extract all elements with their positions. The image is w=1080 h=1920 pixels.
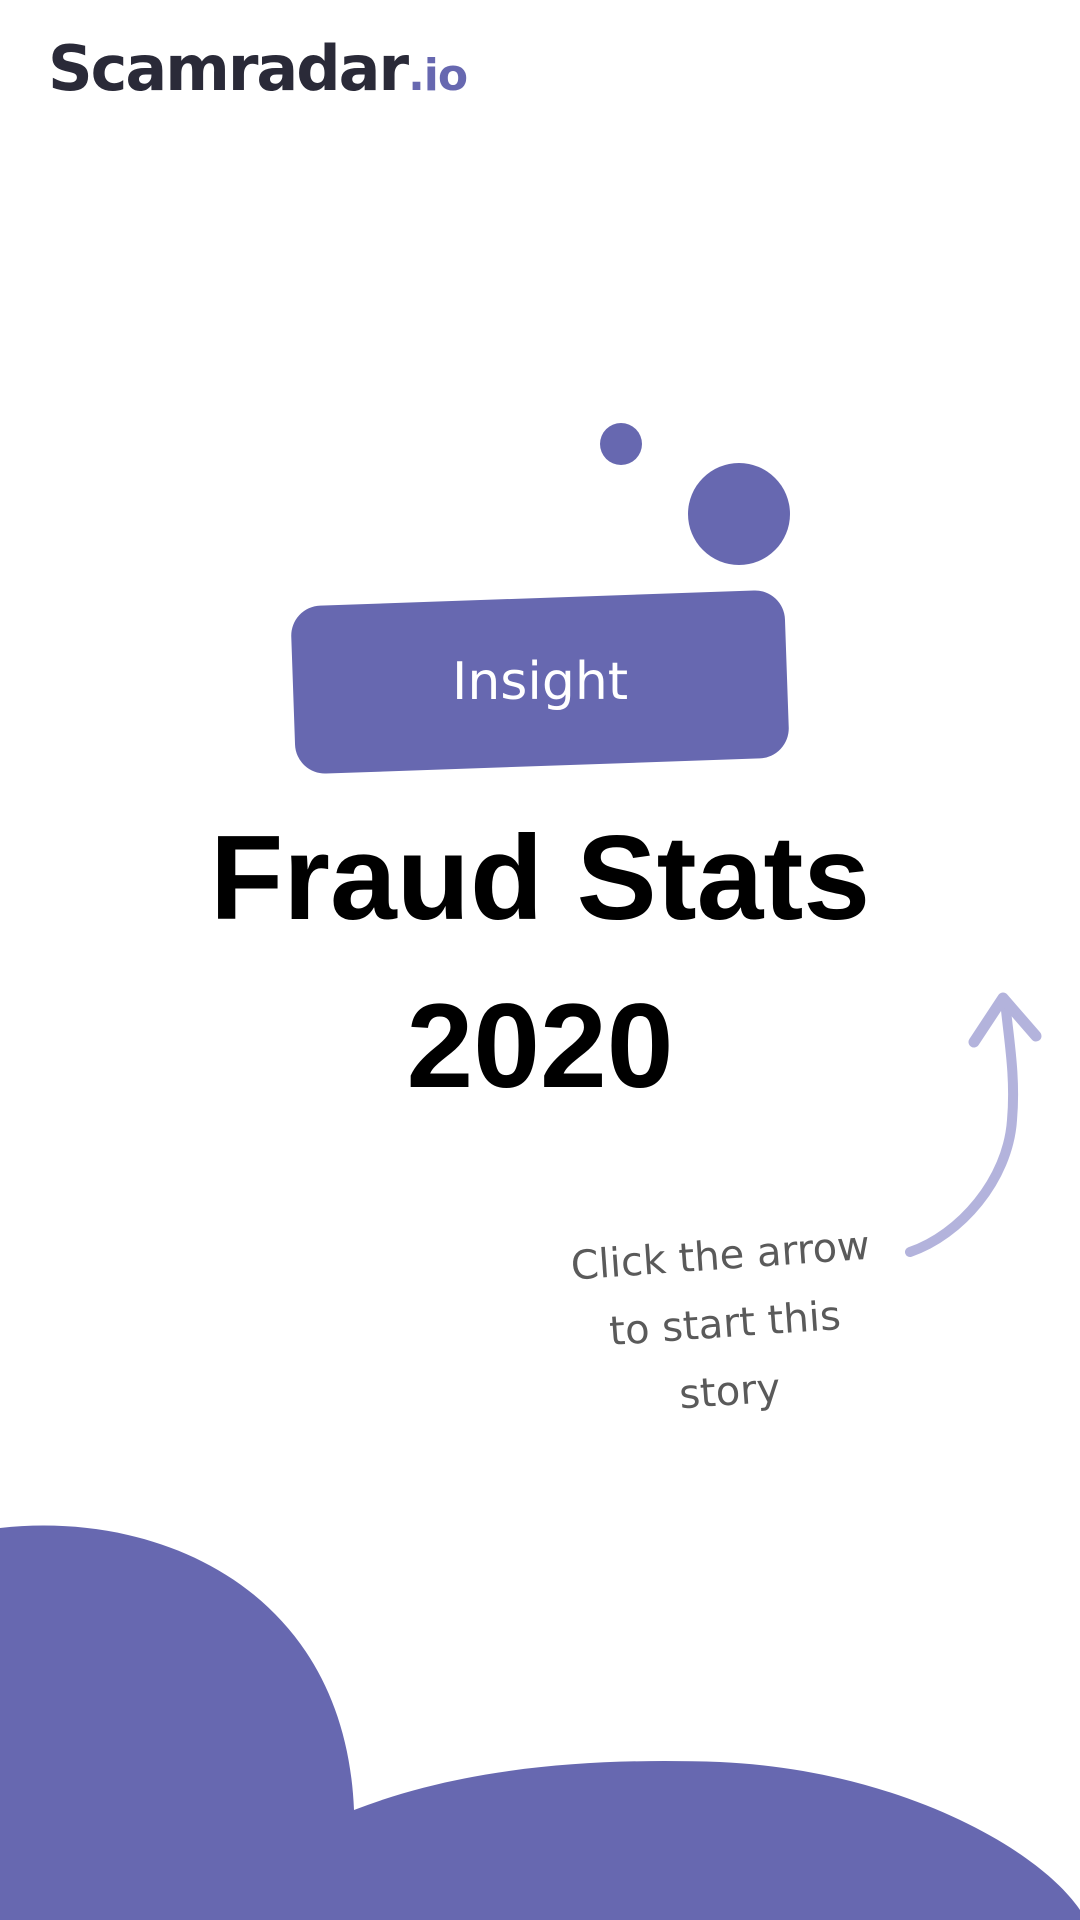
story-title-line-2: 2020 bbox=[406, 979, 674, 1113]
curved-arrow-up-icon[interactable] bbox=[890, 980, 1050, 1260]
decorative-small-circle bbox=[600, 423, 642, 465]
decorative-cloud-shape bbox=[0, 1525, 1080, 1920]
brand-name: Scamradar bbox=[48, 32, 409, 105]
category-badge-label: Insight bbox=[451, 652, 629, 712]
brand-logo[interactable]: Scamradar .io bbox=[48, 32, 468, 105]
brand-tld: .io bbox=[408, 50, 468, 101]
decorative-large-circle bbox=[688, 463, 790, 565]
story-title-line-1: Fraud Stats bbox=[209, 811, 871, 945]
start-story-hint: Click the arrow to start this story bbox=[553, 1211, 896, 1438]
category-badge: Insight bbox=[290, 589, 790, 775]
